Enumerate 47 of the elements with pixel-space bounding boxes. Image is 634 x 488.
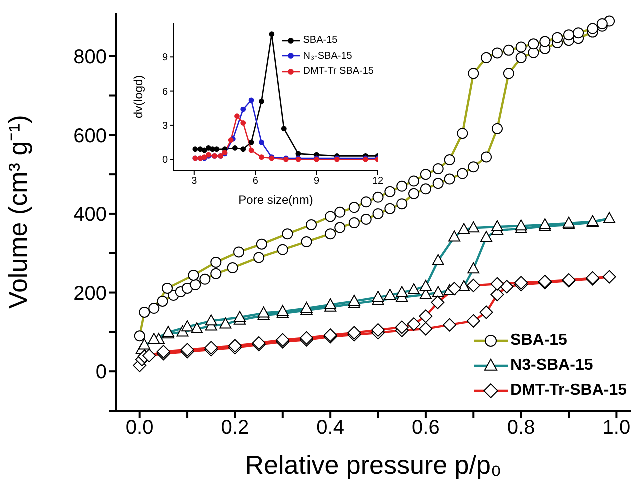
x-tick-label: 9 — [314, 176, 320, 188]
point — [214, 146, 220, 152]
point — [296, 151, 302, 157]
point — [259, 154, 264, 160]
x-tick-label: 6 — [252, 176, 259, 188]
y-tick-label: 0 — [96, 362, 107, 384]
y-tick-label: 6 — [162, 86, 168, 98]
x-axis-title: Pore size(nm) — [238, 193, 314, 207]
point — [259, 140, 264, 146]
point — [248, 148, 254, 154]
y-tick-label: 800 — [74, 46, 107, 68]
point — [281, 126, 287, 132]
x-tick-label: 12 — [372, 176, 384, 188]
point — [269, 32, 275, 38]
point — [232, 146, 238, 151]
y-tick-label: 200 — [74, 282, 107, 305]
y-axis-title: Volume (cm³ g⁻¹) — [3, 115, 34, 309]
legend-label: SBA-15 — [510, 332, 568, 350]
point — [192, 146, 198, 152]
y-tick-label: 0 — [162, 155, 168, 166]
legend-label: SBA-15 — [303, 35, 338, 46]
x-tick-label: 0.6 — [412, 417, 440, 440]
legend-label: DMT-Tr-SBA-15 — [510, 382, 627, 400]
legend-label: N3-SBA-15 — [510, 356, 594, 375]
point — [248, 140, 254, 146]
point — [248, 98, 254, 104]
y-tick-label: 3 — [162, 121, 168, 132]
y-tick-label: 600 — [74, 125, 107, 148]
x-tick-label: 1.0 — [602, 417, 631, 440]
y-axis-title: dv(logd) — [131, 75, 146, 119]
x-axis-title: Relative pressure p/p₀ — [245, 450, 502, 480]
point — [240, 120, 246, 126]
x-tick-label: 3 — [192, 176, 198, 188]
x-tick-label: 0.2 — [221, 417, 250, 440]
legend-label: N₃-SBA-15 — [303, 50, 352, 62]
point — [240, 146, 246, 152]
y-tick-label: 9 — [162, 52, 168, 64]
point — [234, 114, 240, 120]
x-tick-label: 0.0 — [126, 417, 154, 440]
point — [206, 146, 212, 151]
legend-label: DMT-Tr SBA-15 — [303, 66, 374, 78]
point — [240, 106, 246, 112]
x-tick-label: 0.8 — [507, 417, 536, 440]
point — [202, 148, 208, 154]
y-tick-label: 400 — [74, 204, 107, 226]
point — [259, 98, 264, 104]
x-tick-label: 0.4 — [316, 417, 344, 440]
